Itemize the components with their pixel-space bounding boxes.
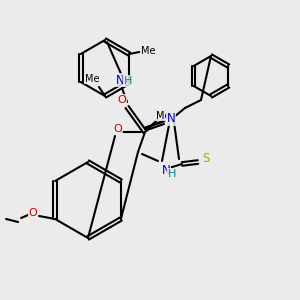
Text: O: O: [114, 124, 122, 134]
Text: Me: Me: [141, 46, 155, 56]
Text: O: O: [29, 208, 38, 218]
Text: H: H: [124, 76, 132, 86]
Text: N: N: [162, 164, 170, 176]
Text: H: H: [168, 169, 176, 179]
Text: O: O: [118, 95, 126, 105]
Text: N: N: [167, 112, 176, 125]
Text: S: S: [202, 152, 210, 164]
Text: Me: Me: [85, 74, 99, 84]
Text: N: N: [116, 74, 124, 86]
Text: Me: Me: [156, 111, 170, 121]
